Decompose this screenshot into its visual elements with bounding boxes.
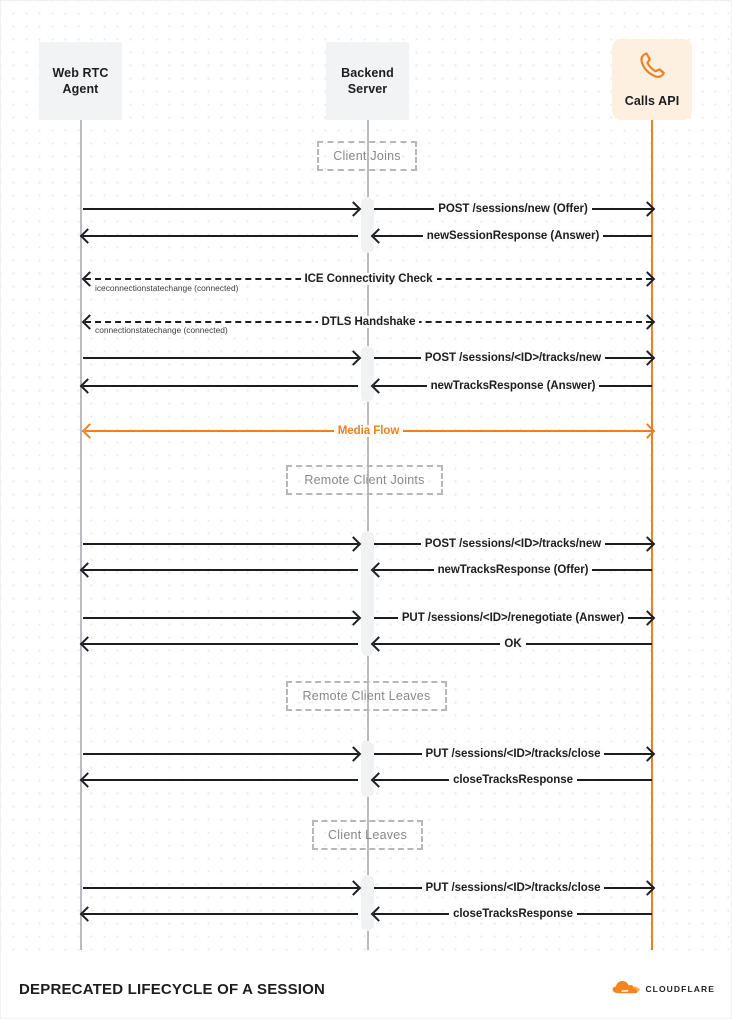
message-label: closeTracksResponse xyxy=(449,908,577,920)
message-row: PUT /sessions/<ID>/tracks/close xyxy=(374,879,656,897)
fragment-remote-client-leaves: Remote Client Leaves xyxy=(286,681,447,711)
message-label: Media Flow xyxy=(333,425,404,437)
lifeline-calls-api xyxy=(651,120,653,950)
actor-label-line1: Calls API xyxy=(624,93,680,108)
fragment-label: Remote Client Leaves xyxy=(302,689,431,703)
message-row xyxy=(83,879,362,897)
cloudflare-logo: CLOUDFLARE xyxy=(612,980,715,999)
message-label: POST /sessions/<ID>/tracks/new xyxy=(420,352,606,364)
message-row-media-flow: Media Flow xyxy=(81,422,656,440)
fragment-label: Remote Client Joints xyxy=(304,473,425,487)
message-row xyxy=(79,635,358,653)
message-row xyxy=(83,535,362,553)
activation-bar xyxy=(361,197,374,253)
message-label: ICE Connectivity Check xyxy=(300,273,437,285)
activation-bar xyxy=(361,531,374,656)
message-row xyxy=(79,771,358,789)
arrow-head-left xyxy=(370,562,387,578)
arrow-head-left xyxy=(370,378,387,394)
message-row: OK xyxy=(370,635,652,653)
actor-label-line2: Server xyxy=(347,82,388,96)
message-label: PUT /sessions/<ID>/tracks/close xyxy=(421,748,605,760)
message-row xyxy=(79,905,358,923)
actor-webrtc-agent: Web RTC Agent xyxy=(39,42,122,120)
fragment-client-leaves: Client Leaves xyxy=(312,820,423,850)
cloudflare-cloud-icon xyxy=(612,980,641,999)
message-label: PUT /sessions/<ID>/renegotiate (Answer) xyxy=(397,612,629,624)
actor-label-line1: Web RTC xyxy=(52,65,109,80)
arrow-head-left xyxy=(79,636,96,652)
lifeline-webrtc-agent xyxy=(80,120,82,950)
arrow-head-left xyxy=(81,423,98,439)
message-label: PUT /sessions/<ID>/tracks/close xyxy=(421,882,605,894)
message-row xyxy=(83,745,362,763)
message-row xyxy=(83,200,362,218)
message-row: PUT /sessions/<ID>/tracks/close xyxy=(374,745,656,763)
message-row: PUT /sessions/<ID>/renegotiate (Answer) xyxy=(374,609,656,627)
message-row xyxy=(79,227,358,245)
message-label: closeTracksResponse xyxy=(449,774,577,786)
message-sublabel: connectionstatechange (connected) xyxy=(95,325,228,335)
message-label: OK xyxy=(500,638,526,650)
message-row: closeTracksResponse xyxy=(370,905,652,923)
arrow-head-left xyxy=(79,228,96,244)
cloudflare-wordmark: CLOUDFLARE xyxy=(645,984,715,994)
message-row: ICE Connectivity Check xyxy=(81,270,656,288)
message-row: newSessionResponse (Answer) xyxy=(370,227,652,245)
arrow-head-right xyxy=(345,610,362,626)
phone-icon xyxy=(635,50,669,87)
arrow-head-left xyxy=(370,906,387,922)
message-row: newTracksResponse (Answer) xyxy=(370,377,652,395)
message-label: newSessionResponse (Answer) xyxy=(422,230,604,242)
message-row: closeTracksResponse xyxy=(370,771,652,789)
arrow-head-right xyxy=(345,350,362,366)
message-label: POST /sessions/<ID>/tracks/new xyxy=(420,538,606,550)
fragment-label: Client Leaves xyxy=(328,828,407,842)
message-row: POST /sessions/<ID>/tracks/new xyxy=(374,349,656,367)
arrow-head-left xyxy=(79,906,96,922)
page-title: DEPRECATED LIFECYCLE OF A SESSION xyxy=(19,980,326,998)
activation-bar xyxy=(361,741,374,797)
actor-label-line1: Backend xyxy=(341,65,394,80)
arrow-head-right xyxy=(345,880,362,896)
message-row: POST /sessions/<ID>/tracks/new xyxy=(374,535,656,553)
actor-calls-api: Calls API xyxy=(612,39,692,120)
message-label: DTLS Handshake xyxy=(317,316,420,328)
message-row xyxy=(79,377,358,395)
arrow-head-right xyxy=(345,746,362,762)
activation-bar xyxy=(361,346,374,402)
message-label: newTracksResponse (Offer) xyxy=(433,564,593,576)
arrow-head-left xyxy=(79,772,96,788)
message-row: POST /sessions/new (Offer) xyxy=(374,200,656,218)
footer: DEPRECATED LIFECYCLE OF A SESSION CLOUDF… xyxy=(1,960,731,1018)
fragment-remote-client-joints: Remote Client Joints xyxy=(286,465,443,495)
fragment-client-joins: Client Joins xyxy=(317,141,417,171)
activation-bar xyxy=(361,875,374,931)
arrow-head-left xyxy=(370,772,387,788)
actor-backend-server: Backend Server xyxy=(326,42,409,120)
message-label: POST /sessions/new (Offer) xyxy=(434,203,592,215)
message-row xyxy=(83,349,362,367)
message-label: newTracksResponse (Answer) xyxy=(426,380,600,392)
message-row: DTLS Handshake xyxy=(81,313,656,331)
arrow-head-left xyxy=(370,228,387,244)
message-row: newTracksResponse (Offer) xyxy=(370,561,652,579)
fragment-label: Client Joins xyxy=(333,149,401,163)
message-row xyxy=(83,609,362,627)
message-sublabel: iceconnectionstatechange (connected) xyxy=(95,283,239,293)
actor-label-line2: Agent xyxy=(62,82,99,96)
arrow-head-right xyxy=(345,201,362,217)
message-row xyxy=(79,561,358,579)
arrow-head-left xyxy=(370,636,387,652)
arrow-head-left xyxy=(79,562,96,578)
arrow-head-left xyxy=(79,378,96,394)
arrow-head-right xyxy=(345,536,362,552)
